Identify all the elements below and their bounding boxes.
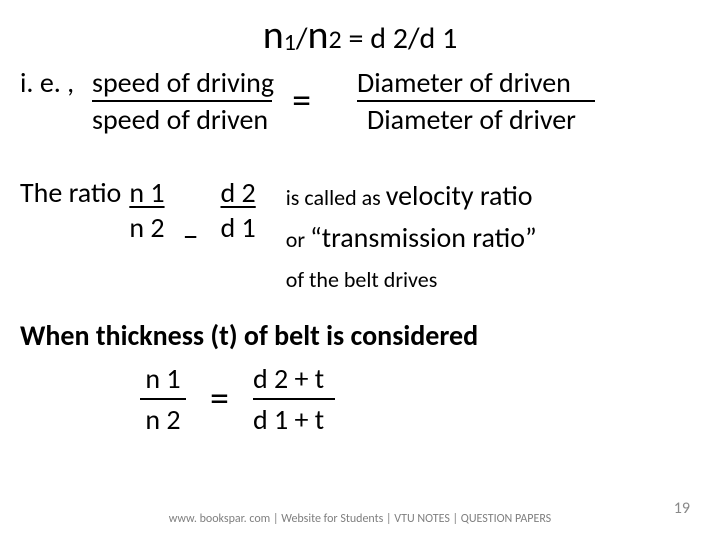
d-fraction: d 2 d 1 bbox=[221, 175, 256, 245]
dia-bot: Diameter of driver bbox=[357, 102, 576, 137]
eq-n2: n bbox=[307, 10, 328, 59]
equals-sign-2: = bbox=[186, 380, 253, 418]
thickness-row: n 1 n 2 = d 2 + t d 1 + t bbox=[140, 361, 700, 437]
speed-fraction: speed of driving speed of driven bbox=[92, 65, 274, 137]
footer-text: www. bookspar. com | Website for Student… bbox=[0, 512, 720, 526]
eq-n: n bbox=[263, 10, 284, 59]
n-fraction: n 1 n 2 bbox=[129, 175, 164, 245]
d-top: d 2 bbox=[221, 175, 256, 210]
section-heading: When thickness (t) of belt is considered bbox=[20, 318, 700, 353]
or-text: or bbox=[286, 226, 310, 253]
transmission-ratio: “transmission ratio” bbox=[310, 220, 537, 255]
tn-bot: n 2 bbox=[140, 402, 186, 437]
tn-top: n 1 bbox=[140, 361, 186, 396]
called-as: is called as bbox=[286, 184, 386, 211]
equation-top: n1/n2 = d 2/d 1 bbox=[20, 10, 700, 59]
speed-bot: speed of driven bbox=[92, 102, 268, 137]
eq-slash: / bbox=[296, 20, 308, 57]
dt-fraction: d 2 + t d 1 + t bbox=[253, 361, 335, 437]
tn-line bbox=[140, 398, 186, 400]
ratio-label: The ratio bbox=[20, 175, 121, 210]
n-bot: n 2 bbox=[129, 210, 164, 245]
td-line bbox=[253, 398, 335, 400]
n-fraction-2: n 1 n 2 bbox=[140, 361, 186, 437]
diameter-fraction: Diameter of driven Diameter of driver bbox=[357, 65, 595, 137]
equals-sign: = bbox=[274, 82, 329, 120]
page-number: 19 bbox=[674, 499, 690, 518]
d-bot: d 1 bbox=[221, 210, 256, 245]
belt-drives-line: of the belt drives bbox=[286, 263, 537, 296]
td-top: d 2 + t bbox=[253, 361, 335, 396]
ie-label: i. e. , bbox=[20, 65, 92, 100]
speed-top: speed of driving bbox=[92, 65, 274, 100]
dia-top: Diameter of driven bbox=[357, 65, 595, 100]
called-as-block: is called as velocity ratio or “transmis… bbox=[286, 175, 537, 296]
velocity-ratio: velocity ratio bbox=[386, 178, 533, 213]
minus-sign: – bbox=[165, 220, 217, 252]
eq-1: 1 bbox=[284, 28, 296, 57]
td-bot: d 1 + t bbox=[253, 402, 335, 437]
ratio-row: The ratio n 1 n 2 – d 2 d 1 is called as… bbox=[20, 175, 700, 296]
eq-rest: = d 2/d 1 bbox=[342, 20, 458, 57]
eq-2: 2 bbox=[329, 23, 342, 55]
n-top: n 1 bbox=[129, 175, 164, 210]
ie-row: i. e. , speed of driving speed of driven… bbox=[20, 65, 700, 137]
